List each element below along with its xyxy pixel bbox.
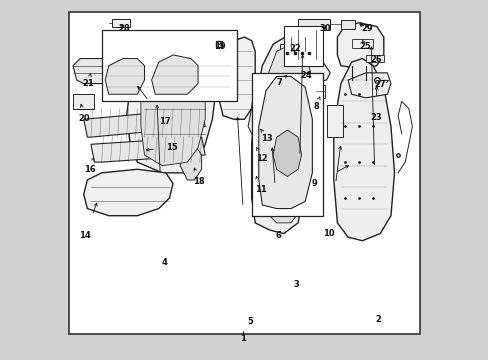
Bar — [283, 26, 323, 66]
Polygon shape — [180, 144, 201, 180]
Text: 20: 20 — [79, 114, 90, 123]
Text: 1: 1 — [240, 334, 246, 343]
Text: 23: 23 — [370, 113, 382, 122]
Polygon shape — [337, 23, 383, 69]
Bar — [73, 94, 94, 109]
Polygon shape — [333, 59, 394, 241]
Text: 2: 2 — [375, 315, 381, 324]
Text: 5: 5 — [246, 317, 252, 326]
Polygon shape — [347, 73, 390, 98]
Text: 26: 26 — [369, 55, 381, 64]
Text: 17: 17 — [159, 117, 170, 126]
Text: 8: 8 — [312, 102, 318, 111]
Polygon shape — [272, 130, 301, 176]
Bar — [315, 85, 324, 98]
Bar — [351, 39, 372, 48]
Text: 6: 6 — [275, 231, 281, 240]
Text: 29: 29 — [361, 24, 372, 33]
Bar — [280, 44, 319, 62]
Text: 16: 16 — [84, 166, 96, 175]
Text: 3: 3 — [293, 280, 299, 289]
Bar — [326, 105, 342, 137]
Text: 11: 11 — [254, 185, 266, 194]
Text: 18: 18 — [193, 176, 204, 185]
Text: 12: 12 — [255, 154, 267, 163]
Bar — [112, 19, 130, 27]
Bar — [298, 18, 329, 30]
Polygon shape — [287, 62, 329, 84]
Bar — [340, 20, 354, 28]
Polygon shape — [126, 37, 216, 173]
Text: 13: 13 — [261, 134, 272, 143]
Text: 27: 27 — [374, 80, 385, 89]
Polygon shape — [83, 109, 205, 137]
Text: 10: 10 — [323, 229, 334, 238]
Polygon shape — [219, 37, 255, 119]
Polygon shape — [251, 33, 319, 234]
Polygon shape — [73, 59, 123, 84]
Polygon shape — [251, 130, 276, 162]
Bar — [251, 73, 323, 216]
Polygon shape — [151, 55, 198, 94]
Text: 14: 14 — [79, 231, 90, 240]
Text: 22: 22 — [289, 44, 301, 53]
Text: 15: 15 — [166, 143, 178, 152]
Text: 4: 4 — [161, 258, 167, 267]
Polygon shape — [258, 44, 312, 223]
Polygon shape — [141, 48, 205, 166]
Text: 24: 24 — [300, 71, 311, 80]
Bar — [365, 55, 383, 62]
Text: 28: 28 — [118, 24, 130, 33]
Polygon shape — [247, 102, 269, 141]
Bar — [102, 30, 237, 102]
Text: 9: 9 — [311, 179, 317, 188]
Text: 7: 7 — [276, 78, 282, 87]
Polygon shape — [105, 59, 144, 94]
Text: 21: 21 — [82, 79, 94, 88]
Polygon shape — [83, 169, 173, 216]
Text: 19: 19 — [214, 41, 225, 50]
Text: 30: 30 — [319, 24, 330, 33]
Polygon shape — [91, 137, 205, 162]
Text: 25: 25 — [359, 41, 370, 50]
Polygon shape — [258, 76, 312, 208]
